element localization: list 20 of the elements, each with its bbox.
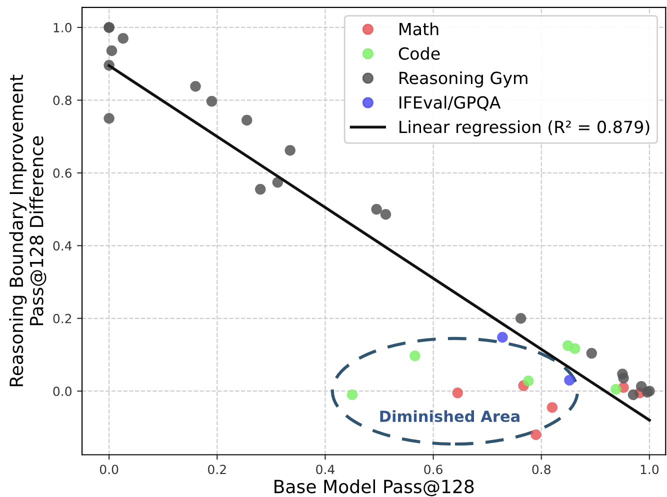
y-tick-label: 0.0 (53, 386, 72, 396)
x-tick-label: 0.6 (424, 464, 442, 474)
y-tick-label: 0.2 (53, 314, 72, 324)
x-tick-label: 0.0 (100, 464, 118, 474)
legend-label: Math (400, 22, 438, 36)
x-tick-label: 0.4 (316, 464, 334, 474)
legend-label: Reasoning Gym (400, 71, 528, 88)
x-tick-label: 0.8 (532, 464, 550, 474)
legend-label: IFEval/GPQA (400, 96, 501, 111)
x-axis-title: Base Model Pass@128 (274, 479, 474, 496)
x-tick-label: 1.0 (640, 464, 659, 474)
legend-label: Linear regression (R² = 0.879) (400, 120, 650, 136)
y-axis-title: Reasoning Boundary Improvement Pass@128 Difference (9, 74, 46, 386)
annotation: Diminished Area (380, 410, 520, 422)
y-tick-label: 1.0 (54, 22, 72, 32)
y-tick-label: 0.6 (53, 168, 72, 178)
x-tick-label: 0.2 (208, 464, 226, 474)
legend-label: Code (398, 46, 440, 60)
y-tick-label: 0.8 (53, 96, 72, 106)
y-tick-label: 0.4 (53, 241, 72, 251)
